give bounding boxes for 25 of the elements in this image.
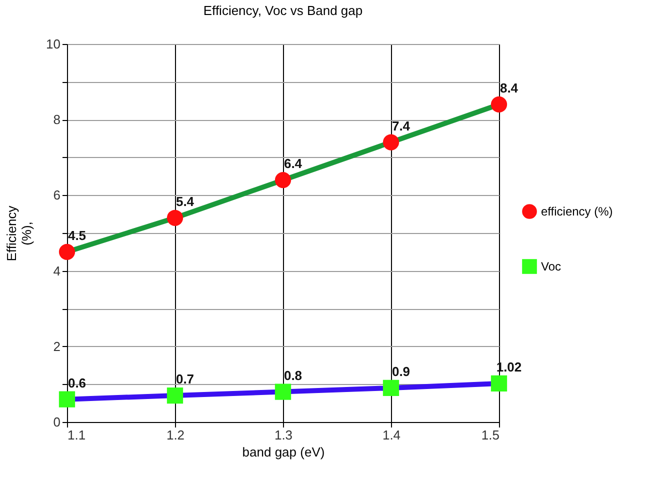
- y-tick-label: 8: [53, 112, 60, 128]
- data-label: 8.4: [500, 80, 519, 96]
- y-axis-title: Efficiency (%),: [4, 205, 34, 262]
- y-tick-label: 0: [53, 414, 60, 430]
- data-label: 7.4: [392, 118, 411, 134]
- data-label: 0.9: [392, 364, 410, 379]
- y-tick-label: 4: [53, 263, 60, 278]
- y-tick-label: 10: [46, 36, 60, 52]
- data-label: 6.4: [284, 156, 303, 172]
- data-label: 0.8: [284, 368, 302, 383]
- x-tick-label: 1.5: [481, 428, 500, 442]
- data-label: 5.4: [176, 194, 195, 209]
- x-axis-title: band gap (eV): [242, 444, 325, 460]
- chart-title: Efficiency, Voc vs Band gap: [203, 3, 363, 18]
- y-tick-label: 6: [53, 188, 60, 203]
- legend-label: efficiency (%): [541, 204, 613, 218]
- x-tick-label: 1.2: [166, 428, 185, 442]
- data-label: 4.5: [68, 228, 86, 243]
- y-tick-label: 2: [53, 338, 60, 354]
- x-tick-label: 1.3: [274, 428, 293, 442]
- x-tick-label: 1.4: [382, 428, 401, 442]
- data-label: 0.7: [176, 372, 194, 387]
- legend-label: Voc: [541, 260, 562, 274]
- data-label: 0.6: [68, 375, 86, 390]
- x-tick-label: 1.1: [68, 428, 86, 442]
